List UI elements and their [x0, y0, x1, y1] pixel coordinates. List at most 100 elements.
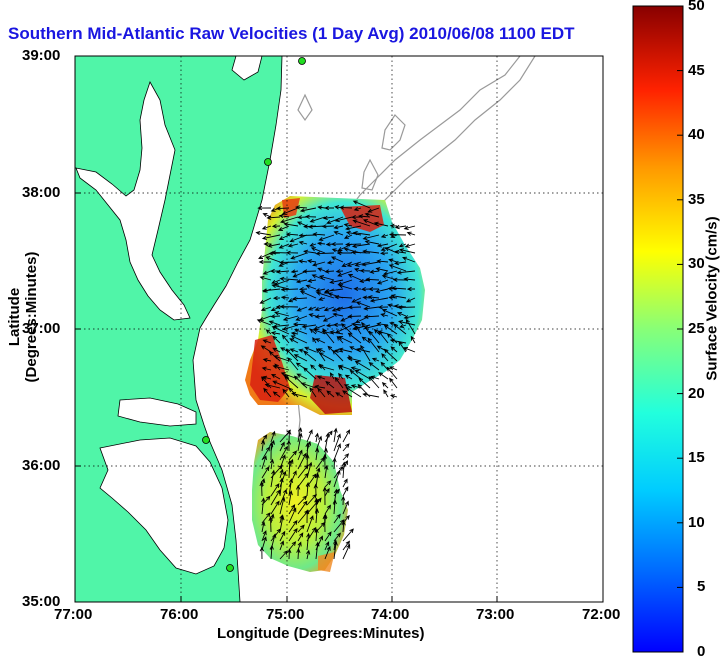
velocity-vector — [373, 328, 380, 335]
velocity-vector — [334, 294, 353, 300]
velocity-vector — [383, 348, 398, 362]
velocity-vector — [375, 267, 389, 272]
velocity-vector — [322, 514, 327, 533]
velocity-vector — [315, 435, 323, 452]
velocity-vector — [288, 470, 297, 488]
colorbar-tick-label: 35 — [688, 191, 705, 208]
colorbar-tick-label: 25 — [688, 320, 705, 337]
colorbar-tick-label: 50 — [688, 0, 705, 14]
velocity-vector — [291, 296, 308, 301]
velocity-vector — [275, 269, 290, 274]
velocity-vector — [410, 335, 416, 344]
velocity-vector — [290, 269, 299, 274]
velocity-vector — [312, 232, 326, 237]
velocity-vector — [317, 205, 326, 210]
velocity-vector — [261, 446, 271, 461]
velocity-vector — [397, 305, 416, 310]
velocity-vector — [343, 222, 353, 228]
velocity-vector — [332, 312, 344, 317]
velocity-vector — [290, 331, 299, 336]
velocity-vector — [259, 297, 272, 304]
velocity-vector — [296, 221, 308, 227]
velocity-vector — [346, 261, 362, 268]
velocity-vector — [293, 375, 308, 389]
velocity-vector — [317, 387, 326, 398]
velocity-vector — [351, 250, 371, 255]
velocity-vector — [383, 324, 398, 335]
velocity-vector — [351, 297, 362, 303]
x-tick-label: 76:00 — [160, 606, 199, 623]
velocity-vector — [315, 497, 322, 506]
velocity-vector — [290, 335, 308, 344]
velocity-vector — [399, 323, 407, 328]
velocity-vector — [261, 521, 266, 533]
velocity-vector — [358, 214, 371, 219]
velocity-vector — [285, 250, 299, 255]
velocity-vector — [309, 242, 317, 247]
velocity-vector — [342, 500, 349, 515]
velocity-vector — [296, 306, 308, 312]
velocity-vector — [282, 324, 299, 331]
velocity-vector — [293, 354, 308, 362]
colorbar-tick-label: 15 — [688, 449, 705, 466]
velocity-vector — [267, 243, 281, 248]
velocity-vector — [376, 243, 389, 248]
velocity-vector — [367, 295, 380, 300]
velocity-vector — [262, 339, 272, 344]
map-title: Southern Mid-Atlantic Raw Velocities (1 … — [8, 24, 575, 43]
velocity-vector — [377, 305, 389, 310]
colorbar-tick-label: 30 — [688, 255, 705, 272]
velocity-vector — [278, 213, 290, 219]
velocity-vector — [394, 224, 407, 230]
velocity-vector — [312, 261, 326, 267]
velocity-vector — [398, 243, 407, 248]
velocity-vector — [261, 455, 267, 470]
velocity-vector — [338, 372, 344, 380]
colorbar-ticks — [677, 70, 683, 588]
velocity-vector — [255, 230, 272, 236]
velocity-vector — [297, 449, 303, 461]
velocity-vector — [339, 205, 353, 210]
velocity-vector — [297, 427, 303, 443]
velocity-vector — [317, 267, 326, 272]
velocity-vector — [343, 384, 353, 389]
velocity-vector — [333, 225, 344, 230]
velocity-vector — [288, 527, 298, 542]
velocity-vector — [279, 304, 299, 309]
velocity-vector — [338, 364, 353, 371]
velocity-vector — [298, 233, 317, 238]
velocity-vector — [371, 357, 380, 362]
velocity-vector — [268, 320, 281, 326]
velocity-vector — [403, 277, 416, 282]
velocity-vector — [295, 484, 301, 497]
velocity-vector — [315, 291, 335, 299]
velocity-vector — [380, 361, 389, 371]
velocity-vector — [347, 332, 362, 344]
velocity-vector — [298, 287, 308, 292]
velocity-vector — [298, 240, 308, 245]
velocity-vector — [341, 461, 347, 479]
velocity-vector — [359, 268, 371, 273]
velocity-vector — [347, 274, 362, 281]
velocity-vector — [297, 432, 303, 452]
velocity-vector — [279, 540, 285, 551]
colorbar-tick-label: 45 — [688, 62, 705, 79]
y-tick-label: 38:00 — [22, 184, 61, 201]
velocity-vector — [389, 377, 398, 389]
velocity-vector — [314, 314, 326, 319]
velocity-vector — [326, 390, 335, 398]
velocity-vector — [383, 389, 389, 398]
velocity-vector — [261, 234, 281, 241]
colorbar-tick-label: 5 — [697, 578, 706, 595]
velocity-vector — [270, 314, 281, 319]
velocity-vector — [292, 322, 308, 327]
velocity-vector — [325, 381, 335, 389]
velocity-vector — [318, 234, 335, 242]
velocity-vector — [308, 313, 317, 318]
velocity-vector — [270, 500, 280, 515]
colorbar — [632, 5, 684, 653]
velocity-vector — [373, 221, 389, 227]
velocity-vector — [330, 256, 344, 263]
velocity-vector — [335, 269, 344, 274]
velocity-vector — [261, 366, 272, 371]
